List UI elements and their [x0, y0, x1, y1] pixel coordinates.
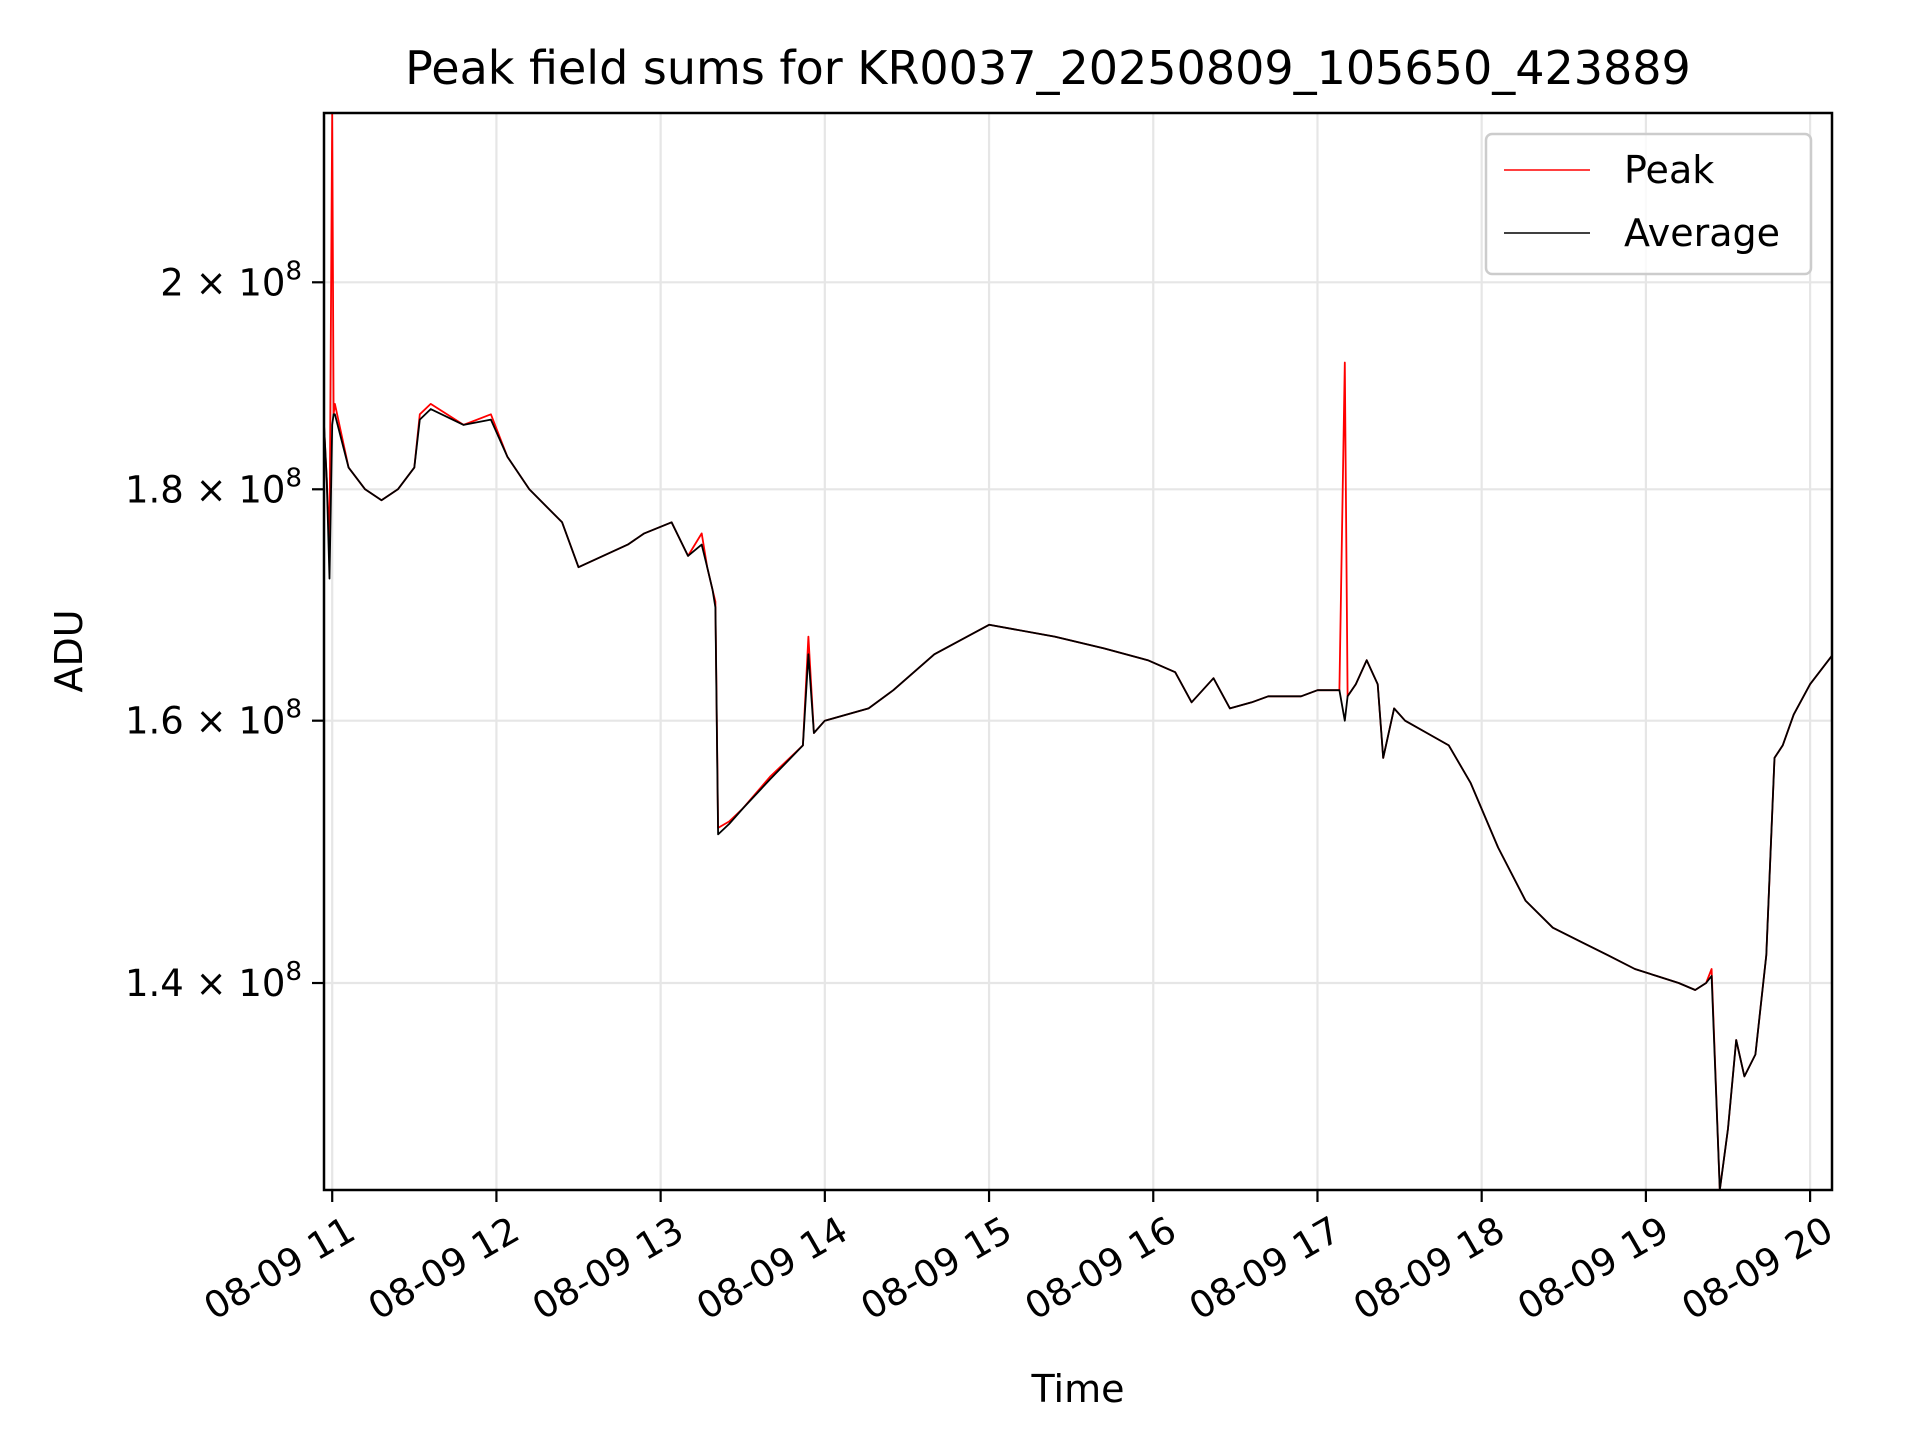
- legend: Peak Average: [1484, 132, 1813, 276]
- y-tick-label: 1.8 × 108: [125, 463, 302, 511]
- legend-label-average: Average: [1624, 211, 1780, 255]
- legend-label-peak: Peak: [1624, 148, 1714, 192]
- y-axis: 1.4 × 108 1.6 × 108 1.8 × 108 2 × 108: [125, 256, 324, 1005]
- legend-box: [1484, 132, 1813, 276]
- series-layer: [324, 113, 1832, 1190]
- x-axis-label: Time: [1031, 1367, 1125, 1411]
- y-tick-label: 2 × 108: [160, 256, 302, 304]
- chart-title: Peak field sums for KR0037_20250809_1056…: [405, 41, 1691, 95]
- y-tick-label: 1.6 × 108: [125, 695, 302, 743]
- series-line-average: [324, 408, 1832, 1190]
- grid-lines: [324, 113, 1832, 1190]
- plot-area: [324, 113, 1832, 1190]
- y-axis-label: ADU: [47, 609, 91, 692]
- axes-frame: [322, 111, 1834, 1192]
- y-tick-label: 1.4 × 108: [125, 957, 302, 1005]
